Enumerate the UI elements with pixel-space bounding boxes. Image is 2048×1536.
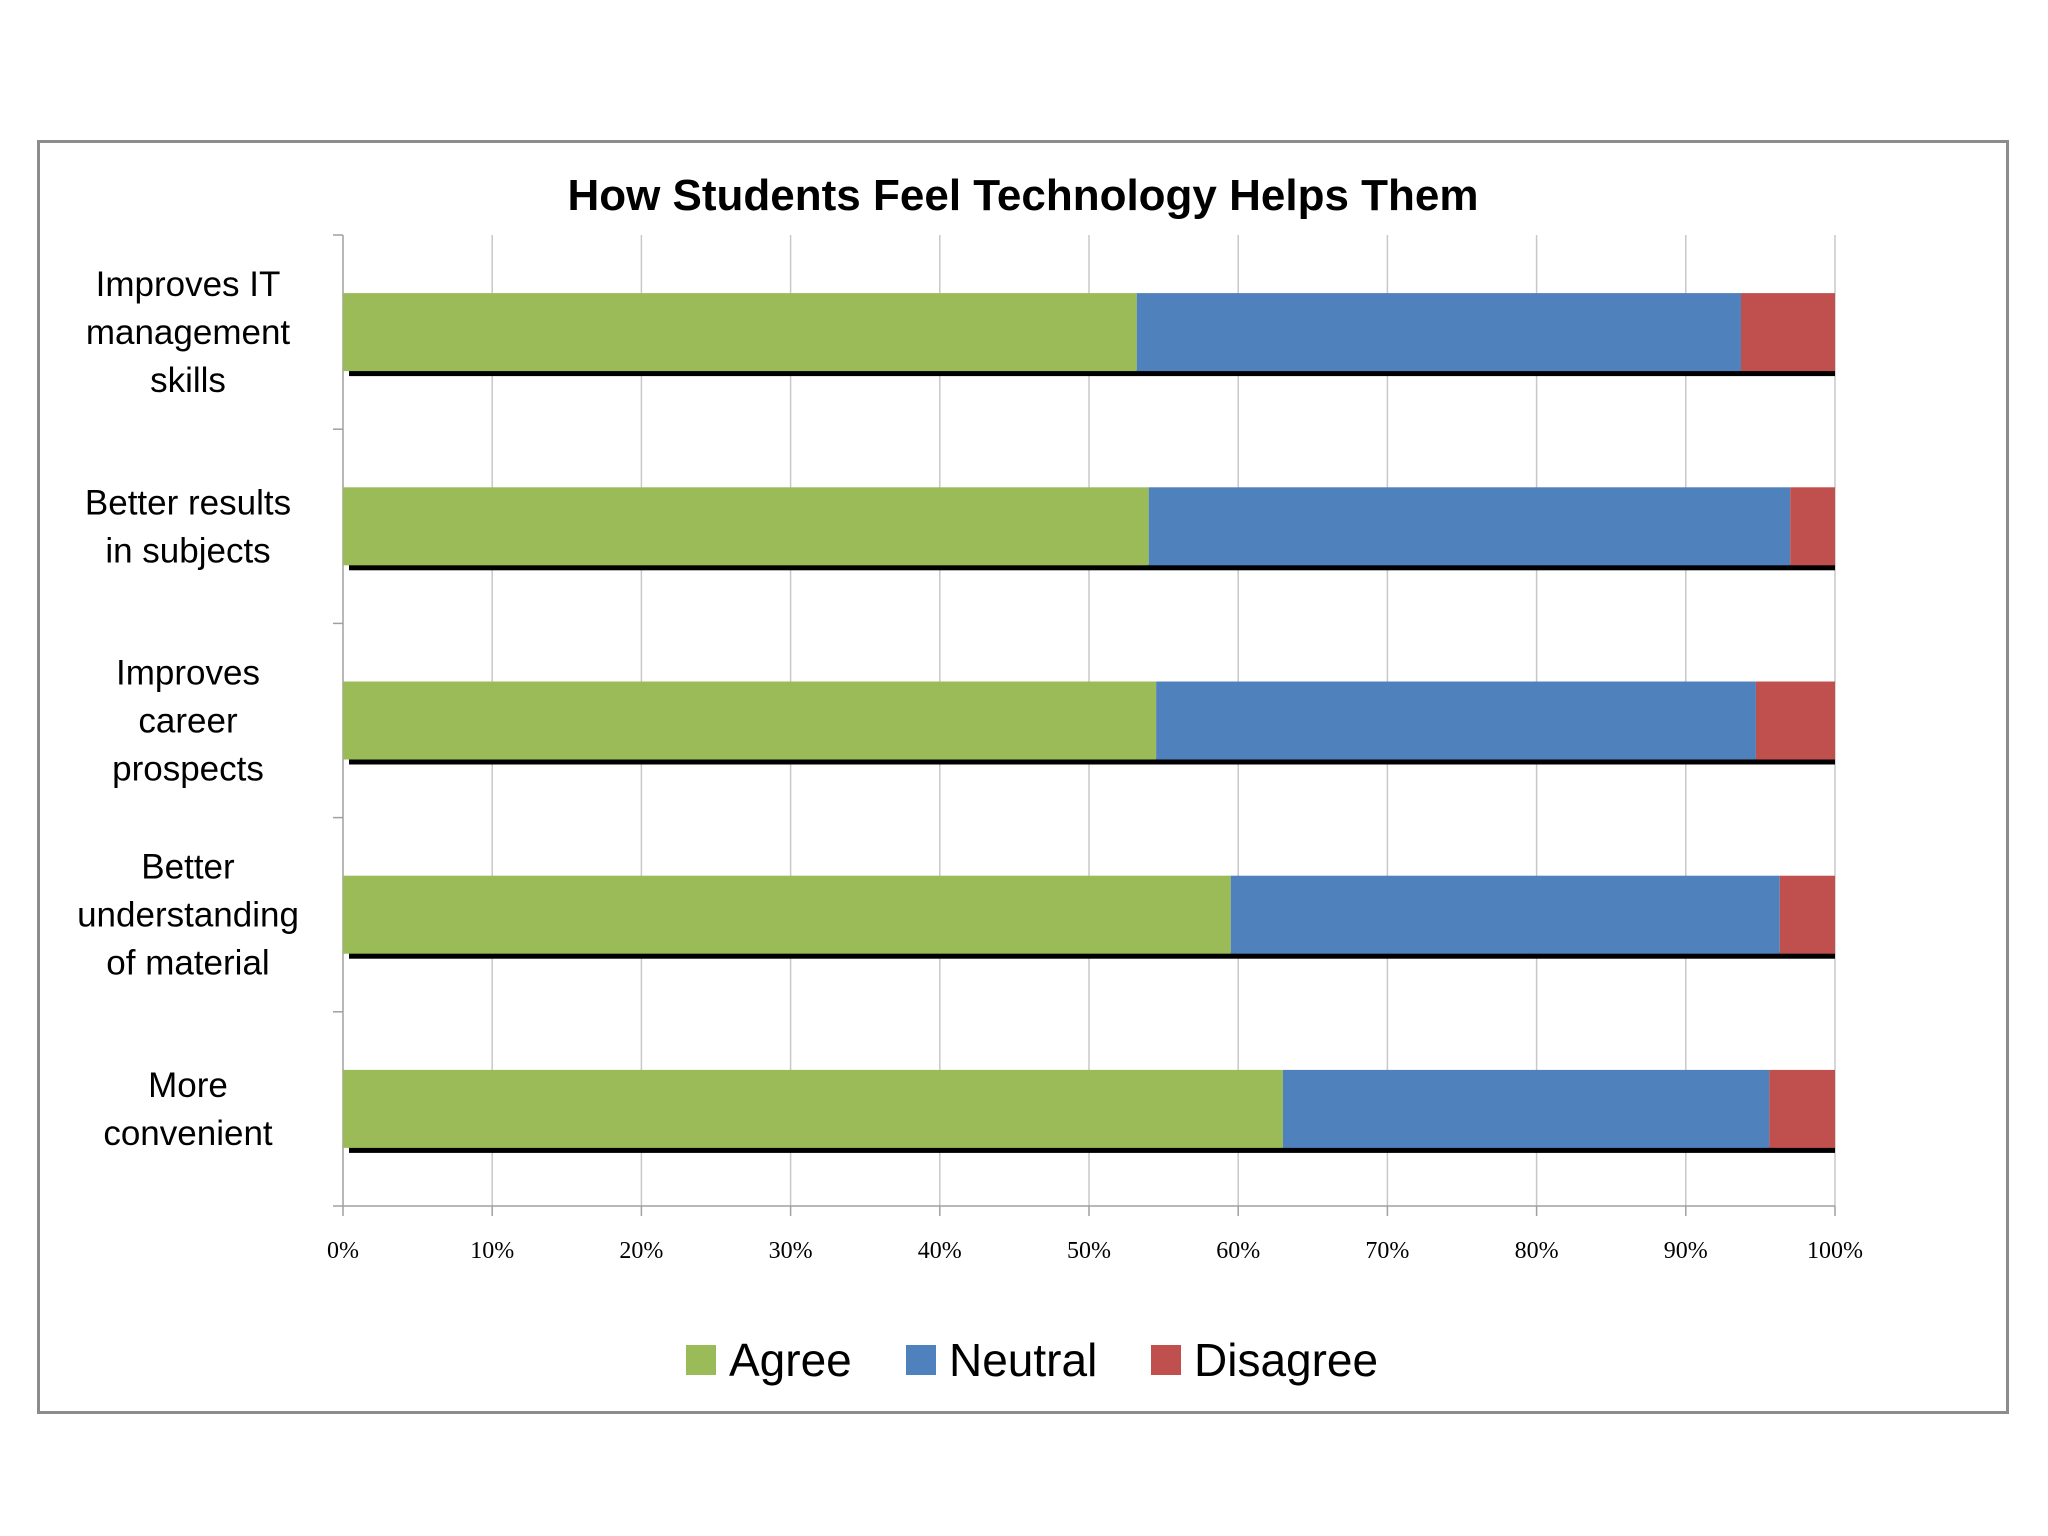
legend-swatch-agree bbox=[686, 1345, 716, 1375]
x-tick-label: 0% bbox=[327, 1238, 359, 1264]
legend-swatch-disagree bbox=[1151, 1345, 1181, 1375]
x-tick-label: 20% bbox=[619, 1238, 663, 1264]
bar-shadow bbox=[349, 370, 1835, 377]
bar-agree bbox=[343, 487, 1149, 566]
bar-agree bbox=[343, 1069, 1283, 1148]
bar-neutral bbox=[1148, 487, 1791, 566]
x-tick-label: 40% bbox=[918, 1238, 962, 1264]
x-tick-label: 80% bbox=[1515, 1238, 1559, 1264]
x-tick-label: 100% bbox=[1807, 1238, 1863, 1264]
bar-neutral bbox=[1136, 293, 1742, 372]
legend-label-disagree: Disagree bbox=[1194, 1334, 1378, 1386]
x-tick-label: 30% bbox=[769, 1238, 813, 1264]
x-tick-label: 90% bbox=[1664, 1238, 1708, 1264]
legend-label-neutral: Neutral bbox=[949, 1334, 1097, 1386]
legend-swatch-neutral bbox=[906, 1345, 936, 1375]
bar-shadow bbox=[349, 564, 1835, 571]
chart-title: How Students Feel Technology Helps Them bbox=[567, 171, 1478, 220]
bar-shadow bbox=[349, 952, 1835, 959]
legend-label-agree: Agree bbox=[729, 1334, 852, 1386]
bar-disagree bbox=[1769, 1069, 1835, 1148]
x-tick-labels: 0% 10% 20% 30% 40% 50% 60% 70% 80% 90% 100% bbox=[327, 1238, 1863, 1264]
bar-agree bbox=[343, 875, 1231, 954]
category-label: Better results in subjects bbox=[85, 483, 291, 570]
category-label: Improves career prospects bbox=[112, 654, 264, 789]
bar-neutral bbox=[1230, 875, 1780, 954]
legend: Agree Neutral Disagree bbox=[686, 1334, 1378, 1386]
category-label: Better understanding of material bbox=[77, 848, 299, 983]
bars bbox=[343, 293, 1835, 1153]
bar-shadow bbox=[349, 1146, 1835, 1153]
x-tick-label: 10% bbox=[470, 1238, 514, 1264]
bar-shadow bbox=[349, 758, 1835, 765]
bar-agree bbox=[343, 681, 1157, 760]
x-tick-label: 50% bbox=[1067, 1238, 1111, 1264]
bar-disagree bbox=[1755, 681, 1835, 760]
bar-disagree bbox=[1741, 293, 1835, 372]
category-label: More convenient bbox=[103, 1066, 273, 1153]
x-tick-label: 70% bbox=[1365, 1238, 1409, 1264]
bar-disagree bbox=[1779, 875, 1835, 954]
category-labels: Improves IT management skills Better result… bbox=[77, 265, 299, 1153]
bar-neutral bbox=[1282, 1069, 1770, 1148]
bar-neutral bbox=[1156, 681, 1756, 760]
category-label: Improves IT management skills bbox=[86, 265, 291, 400]
bar-agree bbox=[343, 293, 1137, 372]
bar-disagree bbox=[1790, 487, 1835, 566]
x-tick-label: 60% bbox=[1216, 1238, 1260, 1264]
